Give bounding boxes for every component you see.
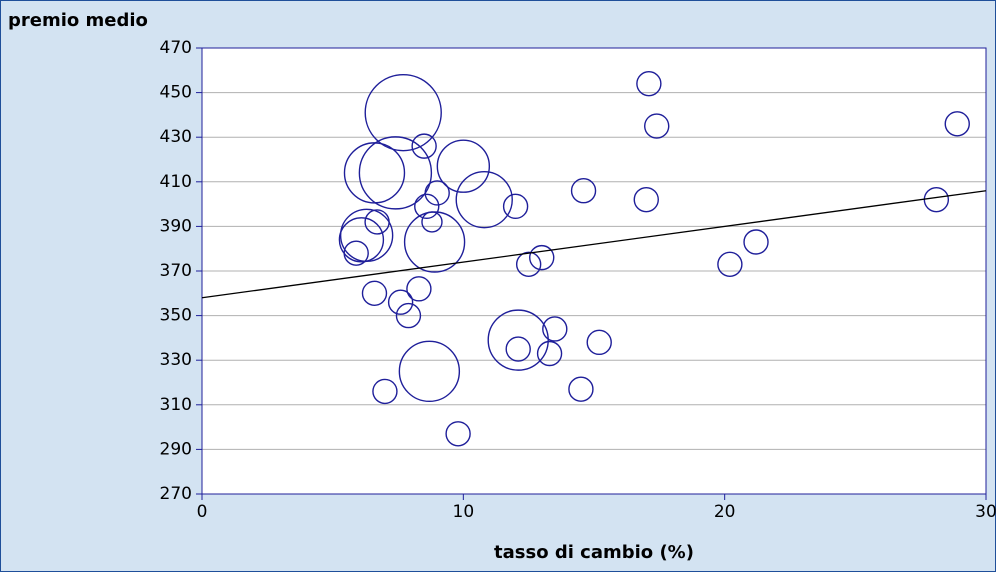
bubble xyxy=(358,136,433,210)
bubble xyxy=(424,180,450,206)
bubble xyxy=(644,113,670,139)
bubble xyxy=(536,340,563,367)
bubble xyxy=(636,70,662,97)
bubble xyxy=(406,276,432,302)
bubble xyxy=(515,251,542,278)
bubble xyxy=(436,139,491,193)
x-tick-label: 10 xyxy=(453,502,475,522)
bubble xyxy=(529,244,555,271)
bubble xyxy=(633,186,659,213)
y-tick-label: 450 xyxy=(160,83,192,103)
bubble xyxy=(364,73,442,152)
bubble xyxy=(570,178,597,204)
bubble xyxy=(395,302,422,329)
y-tick-label: 350 xyxy=(160,306,192,326)
y-tick-label: 310 xyxy=(160,395,192,415)
bubble xyxy=(487,309,549,371)
bubble xyxy=(387,289,414,315)
bubble xyxy=(411,133,437,159)
bubble xyxy=(944,111,970,137)
y-tick-label: 330 xyxy=(160,350,192,370)
x-axis-title: tasso di cambio (%) xyxy=(494,542,694,563)
y-tick-label: 470 xyxy=(160,38,192,58)
bubble xyxy=(717,251,743,278)
bubble xyxy=(568,376,594,402)
bubble xyxy=(743,229,769,255)
x-tick-label: 0 xyxy=(197,502,208,522)
y-tick-label: 430 xyxy=(160,127,192,147)
bubble xyxy=(542,316,568,342)
bubble xyxy=(403,211,466,273)
y-tick-label: 290 xyxy=(160,439,192,459)
bubble xyxy=(445,421,471,447)
bubble xyxy=(338,217,385,263)
plot-frame xyxy=(201,47,987,495)
y-tick-label: 270 xyxy=(160,484,192,504)
bubble xyxy=(505,336,531,362)
y-tick-label: 390 xyxy=(160,216,192,236)
y-axis-title: premio medio xyxy=(8,10,148,31)
y-tick-label: 410 xyxy=(160,172,192,192)
bubble xyxy=(455,170,513,229)
y-tick-label: 370 xyxy=(160,261,192,281)
bubble xyxy=(343,240,369,266)
bubble xyxy=(343,142,406,204)
trend-line xyxy=(201,190,987,299)
bubble xyxy=(372,378,398,405)
bubble xyxy=(414,193,440,220)
bubble xyxy=(398,340,461,403)
bubble xyxy=(502,193,529,220)
bubble xyxy=(361,280,388,306)
x-tick-label: 30 xyxy=(975,502,996,522)
bubble xyxy=(586,329,612,356)
x-tick-label: 20 xyxy=(714,502,736,522)
